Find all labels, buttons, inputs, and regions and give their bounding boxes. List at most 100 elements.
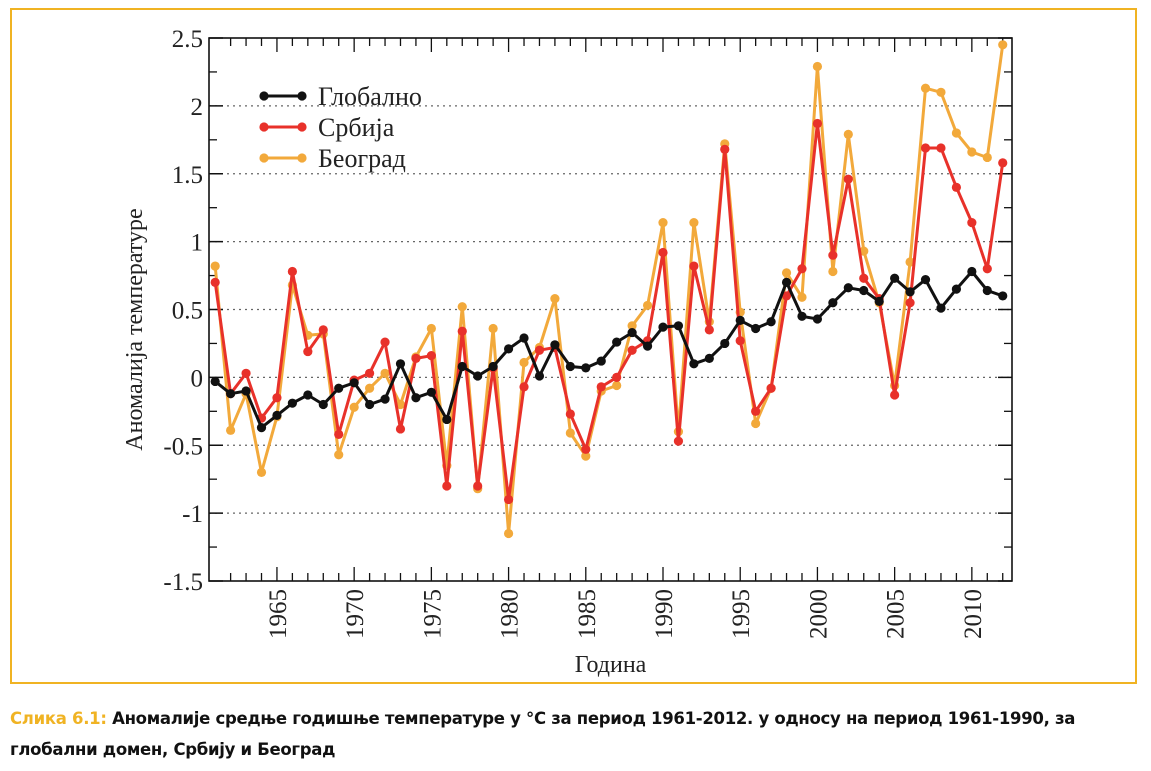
y-tick-label: -1.5 bbox=[163, 569, 203, 596]
data-point bbox=[612, 337, 622, 347]
caption-label: Слика 6.1: bbox=[10, 709, 107, 728]
data-point bbox=[596, 382, 606, 392]
y-tick-label: 1 bbox=[191, 230, 204, 257]
data-point bbox=[534, 371, 545, 381]
data-point bbox=[890, 390, 900, 400]
data-point bbox=[689, 359, 699, 369]
data-point bbox=[797, 292, 807, 302]
data-point bbox=[982, 152, 992, 163]
data-point bbox=[318, 325, 328, 335]
y-tick-label: 0.5 bbox=[172, 298, 203, 325]
data-point bbox=[673, 436, 684, 446]
data-point bbox=[426, 387, 436, 397]
data-point bbox=[998, 40, 1008, 50]
data-point bbox=[349, 402, 359, 412]
data-point bbox=[905, 298, 915, 308]
data-point bbox=[951, 182, 962, 192]
legend-marker bbox=[259, 153, 269, 163]
data-point bbox=[781, 277, 792, 287]
data-point bbox=[828, 298, 838, 308]
data-point bbox=[380, 368, 390, 378]
data-point bbox=[967, 147, 977, 157]
legend-marker bbox=[297, 91, 307, 101]
data-point bbox=[581, 363, 591, 373]
data-point bbox=[766, 383, 776, 393]
data-point bbox=[735, 336, 745, 346]
data-point bbox=[781, 291, 792, 301]
series-line bbox=[214, 270, 1004, 430]
legend-entry: Београд bbox=[259, 144, 406, 173]
data-point bbox=[488, 323, 498, 334]
data-point bbox=[581, 444, 591, 454]
data-point bbox=[751, 418, 761, 429]
data-point bbox=[380, 394, 390, 404]
data-point bbox=[503, 494, 514, 505]
data-point bbox=[797, 264, 807, 274]
x-tick-label: 2000 bbox=[805, 589, 832, 639]
x-tick-label: 1990 bbox=[651, 589, 678, 639]
data-point bbox=[519, 357, 529, 368]
data-point bbox=[457, 361, 467, 372]
data-point bbox=[241, 386, 251, 396]
data-point bbox=[534, 345, 545, 355]
data-point bbox=[890, 273, 900, 283]
x-tick-label: 1970 bbox=[342, 589, 369, 639]
data-point bbox=[473, 481, 483, 491]
data-point bbox=[395, 424, 406, 434]
legend-entry: Србија bbox=[259, 113, 395, 142]
data-point bbox=[627, 345, 637, 355]
series-layer bbox=[210, 40, 1008, 539]
data-point bbox=[843, 283, 853, 293]
data-point bbox=[828, 250, 838, 260]
data-point bbox=[457, 326, 467, 336]
legend-marker bbox=[259, 122, 269, 132]
legend-marker bbox=[259, 91, 269, 101]
data-point bbox=[920, 83, 931, 93]
data-point bbox=[967, 266, 977, 277]
data-point bbox=[442, 414, 452, 425]
x-tick-label: 1980 bbox=[497, 589, 524, 639]
data-point bbox=[519, 333, 529, 343]
data-point bbox=[581, 451, 591, 461]
data-point bbox=[596, 356, 606, 366]
data-point bbox=[272, 410, 282, 420]
y-tick-label: 2 bbox=[191, 94, 204, 121]
data-point bbox=[812, 118, 823, 129]
y-tick-label: 1.5 bbox=[172, 162, 203, 189]
data-point bbox=[658, 247, 668, 258]
data-point bbox=[998, 158, 1008, 168]
data-point bbox=[365, 399, 375, 410]
data-point bbox=[951, 284, 962, 294]
legend-marker bbox=[297, 122, 307, 132]
data-point bbox=[365, 383, 375, 393]
x-tick-label: 2005 bbox=[883, 589, 910, 639]
data-point bbox=[349, 378, 359, 388]
data-point bbox=[982, 285, 992, 296]
data-point bbox=[318, 399, 328, 410]
y-tick-label: 0 bbox=[191, 365, 204, 392]
data-point bbox=[920, 275, 931, 285]
data-point bbox=[689, 261, 699, 271]
data-point bbox=[488, 361, 498, 372]
data-point bbox=[627, 327, 637, 338]
data-point bbox=[936, 303, 946, 313]
y-tick-label: 2.5 bbox=[172, 26, 203, 53]
data-point bbox=[859, 285, 869, 296]
data-point bbox=[550, 340, 560, 350]
data-point bbox=[210, 376, 220, 387]
x-tick-label: 2010 bbox=[960, 589, 987, 639]
data-point bbox=[565, 409, 575, 419]
data-point bbox=[287, 398, 297, 408]
data-point bbox=[905, 287, 915, 297]
data-point bbox=[411, 353, 421, 363]
data-point bbox=[303, 346, 313, 357]
x-tick-label: 1985 bbox=[574, 589, 601, 639]
data-point bbox=[565, 361, 575, 372]
data-point bbox=[812, 314, 823, 324]
data-point bbox=[781, 268, 792, 278]
data-point bbox=[642, 300, 653, 311]
data-point bbox=[411, 393, 421, 403]
data-point bbox=[797, 311, 807, 321]
data-point bbox=[766, 317, 776, 327]
data-point bbox=[519, 382, 529, 392]
